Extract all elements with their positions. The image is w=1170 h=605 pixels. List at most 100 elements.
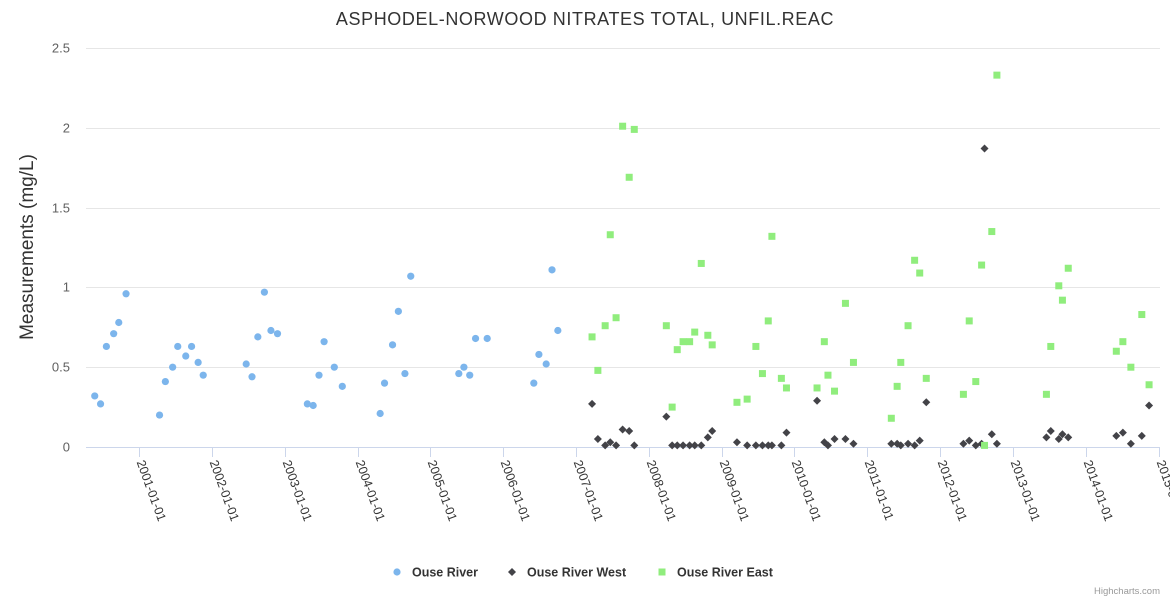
data-point[interactable] (303, 400, 311, 408)
data-point[interactable] (904, 439, 913, 448)
data-point[interactable] (679, 441, 688, 450)
data-point[interactable] (916, 269, 924, 277)
data-point[interactable] (1064, 433, 1073, 442)
data-point[interactable] (887, 414, 895, 422)
data-point[interactable] (466, 371, 474, 379)
data-point[interactable] (965, 436, 974, 445)
data-point[interactable] (115, 318, 123, 327)
data-point[interactable] (993, 71, 1001, 79)
data-point[interactable] (242, 360, 250, 368)
data-point[interactable] (612, 314, 620, 322)
data-point[interactable] (831, 387, 839, 395)
data-point[interactable] (752, 342, 760, 350)
data-point[interactable] (887, 439, 896, 448)
data-point[interactable] (764, 317, 772, 325)
data-point[interactable] (823, 441, 832, 450)
data-point[interactable] (777, 441, 786, 450)
data-point[interactable] (388, 341, 397, 349)
data-point[interactable] (758, 370, 766, 378)
data-point[interactable] (471, 334, 480, 343)
data-point[interactable] (260, 288, 268, 296)
data-point[interactable] (187, 342, 196, 351)
data-point[interactable] (267, 326, 275, 335)
data-point[interactable] (662, 412, 671, 421)
data-point[interactable] (199, 371, 207, 379)
data-point[interactable] (767, 441, 776, 450)
data-point[interactable] (161, 377, 169, 386)
data-point[interactable] (102, 342, 110, 351)
data-point[interactable] (743, 441, 752, 450)
data-point[interactable] (893, 382, 901, 390)
data-point[interactable] (401, 369, 409, 378)
data-point[interactable] (743, 395, 751, 403)
data-point[interactable] (980, 144, 989, 153)
data-point[interactable] (122, 290, 130, 298)
data-point[interactable] (972, 378, 980, 386)
data-point[interactable] (904, 322, 912, 330)
legend-square-icon[interactable] (658, 568, 666, 576)
data-point[interactable] (782, 428, 791, 437)
data-point[interactable] (668, 441, 677, 450)
data-point[interactable] (841, 435, 850, 444)
data-point[interactable] (965, 317, 973, 325)
data-point[interactable] (690, 441, 699, 450)
data-point[interactable] (992, 439, 1001, 448)
data-point[interactable] (959, 439, 968, 448)
data-point[interactable] (588, 333, 596, 341)
data-point[interactable] (777, 374, 785, 382)
data-point[interactable] (841, 299, 849, 307)
data-point[interactable] (407, 272, 415, 280)
data-point[interactable] (751, 441, 760, 450)
data-point[interactable] (1137, 431, 1146, 440)
data-point[interactable] (254, 333, 262, 341)
data-point[interactable] (1064, 264, 1072, 272)
data-point[interactable] (673, 441, 682, 450)
data-point[interactable] (1058, 430, 1067, 439)
data-point[interactable] (910, 441, 919, 450)
data-point[interactable] (685, 441, 694, 450)
data-point[interactable] (758, 441, 767, 450)
data-point[interactable] (1126, 439, 1135, 448)
data-point[interactable] (1112, 431, 1121, 440)
data-point[interactable] (606, 438, 615, 447)
data-point[interactable] (376, 409, 384, 418)
data-point[interactable] (897, 358, 905, 366)
data-point[interactable] (959, 390, 967, 398)
data-point[interactable] (824, 371, 832, 379)
data-point[interactable] (273, 330, 282, 338)
data-point[interactable] (593, 435, 602, 444)
data-point[interactable] (1042, 390, 1050, 398)
data-point[interactable] (971, 441, 980, 450)
data-point[interactable] (1127, 363, 1135, 371)
data-point[interactable] (896, 441, 905, 450)
data-point[interactable] (981, 441, 989, 449)
data-point[interactable] (732, 438, 741, 447)
data-point[interactable] (588, 399, 597, 408)
data-point[interactable] (1145, 381, 1153, 389)
data-point[interactable] (813, 384, 821, 392)
data-point[interactable] (679, 338, 687, 346)
data-point[interactable] (155, 411, 164, 419)
data-point[interactable] (708, 427, 717, 436)
data-point[interactable] (813, 396, 822, 405)
data-point[interactable] (686, 338, 694, 346)
data-point[interactable] (248, 373, 256, 381)
data-point[interactable] (612, 441, 621, 450)
data-point[interactable] (455, 369, 463, 378)
data-point[interactable] (174, 342, 182, 351)
data-point[interactable] (394, 307, 402, 315)
data-point[interactable] (625, 427, 634, 436)
data-point[interactable] (315, 371, 323, 379)
data-point[interactable] (1138, 311, 1146, 319)
data-point[interactable] (703, 433, 712, 442)
data-point[interactable] (922, 398, 931, 407)
data-point[interactable] (1112, 347, 1120, 355)
data-point[interactable] (1046, 427, 1055, 436)
data-point[interactable] (987, 430, 996, 439)
data-point[interactable] (782, 384, 790, 392)
data-point[interactable] (554, 326, 562, 335)
data-point[interactable] (922, 374, 930, 382)
data-point[interactable] (697, 259, 705, 267)
data-point[interactable] (330, 363, 338, 371)
legend-diamond-icon[interactable] (508, 568, 516, 576)
